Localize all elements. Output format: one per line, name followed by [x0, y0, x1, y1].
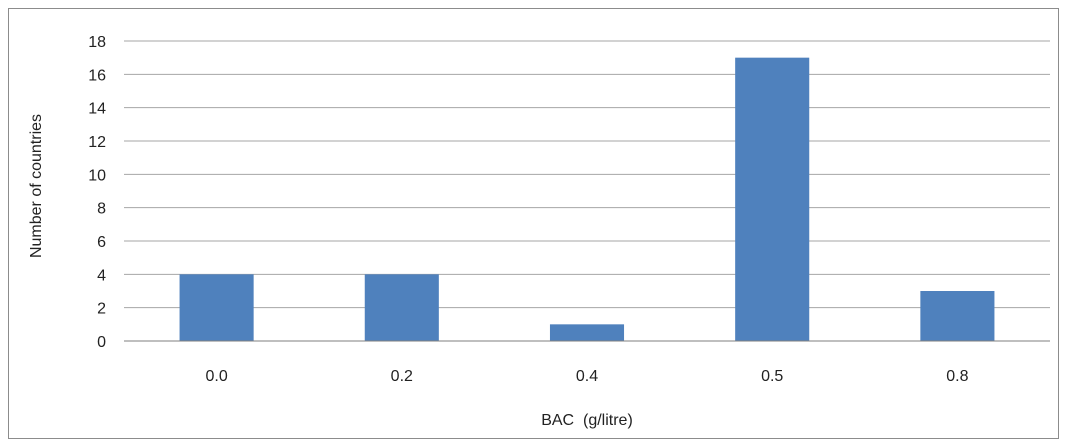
y-tick-label: 10 — [88, 167, 106, 184]
y-tick-label: 0 — [97, 334, 106, 351]
bar — [179, 274, 254, 341]
x-tick-label: 0.5 — [761, 368, 783, 385]
x-tick-label: 0.4 — [576, 368, 598, 385]
bar — [735, 57, 810, 342]
y-tick-label: 2 — [97, 301, 106, 318]
y-tick-labels: 0 2 4 6 8 10 12 14 16 18 — [88, 34, 106, 351]
y-tick-label: 14 — [88, 101, 106, 118]
bar — [920, 291, 995, 341]
y-tick-label: 6 — [97, 234, 106, 251]
y-tick-label: 18 — [88, 34, 106, 51]
x-tick-label: 0.8 — [946, 368, 968, 385]
y-tick-label: 16 — [88, 67, 106, 84]
x-tick-label: 0.0 — [205, 368, 227, 385]
y-axis-title: Number of countries — [28, 114, 45, 258]
y-tick-label: 12 — [88, 134, 106, 151]
chart-frame — [8, 8, 1059, 439]
gridlines — [124, 40, 1050, 309]
bar — [549, 324, 625, 341]
y-tick-label: 8 — [97, 201, 106, 218]
bars — [179, 57, 995, 342]
x-tick-label: 0.2 — [391, 368, 413, 385]
bar — [364, 274, 439, 341]
x-axis-title: BAC (g/litre) — [541, 412, 633, 429]
y-tick-label: 4 — [97, 267, 106, 284]
x-tick-labels: 0.0 0.2 0.4 0.5 0.8 — [205, 368, 968, 385]
